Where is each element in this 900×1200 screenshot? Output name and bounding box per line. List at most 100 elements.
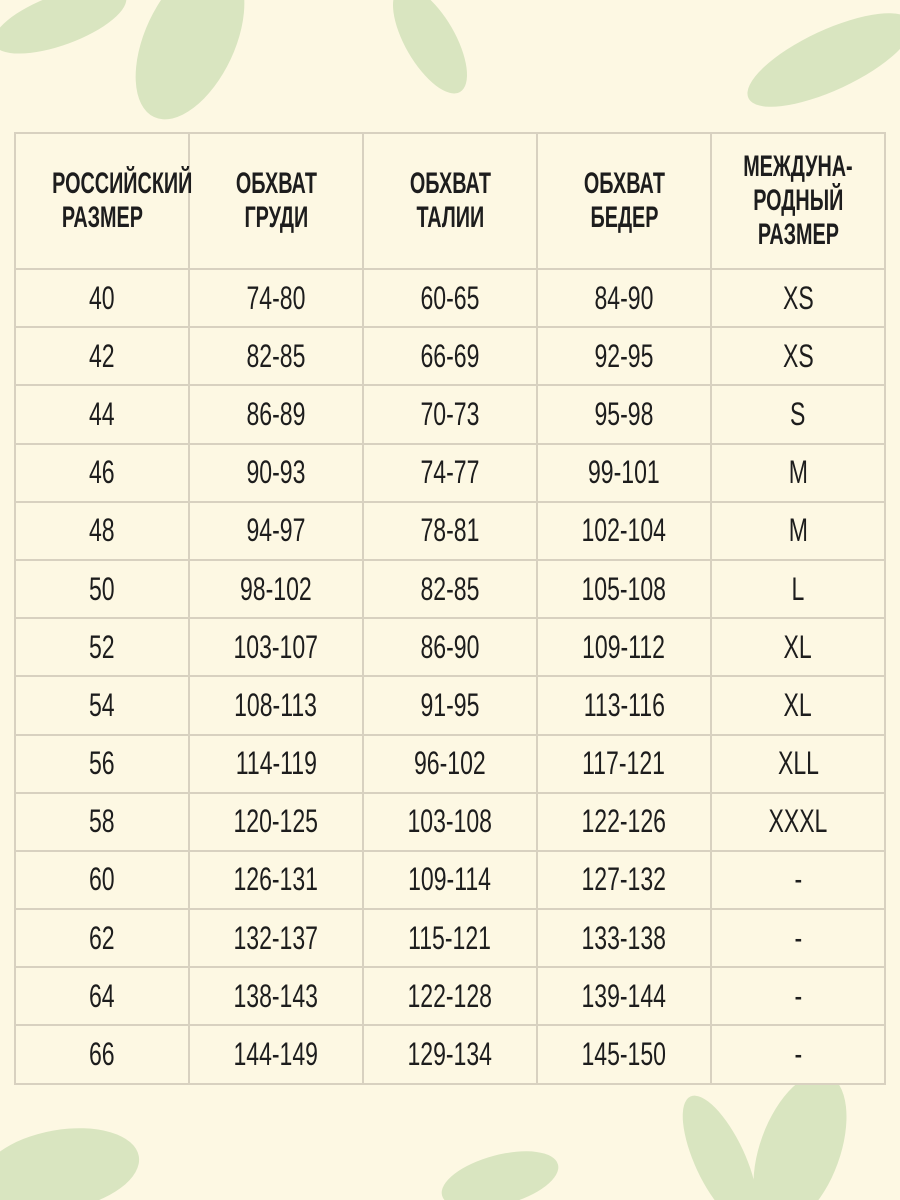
table-row: 56 114-119 96-102 117-121 XLL	[14, 733, 886, 794]
table-cell: XLL	[710, 733, 886, 794]
table-cell: 120-125	[188, 791, 364, 852]
cell-text: XLL	[777, 745, 819, 782]
cell-text: 91-95	[420, 686, 480, 723]
table-cell: 42	[14, 326, 190, 387]
header-row: РОССИЙСКИЙ РАЗМЕР ОБХВАТ ГРУДИ ОБХВАТ ТАЛИИ ОБ…	[14, 132, 886, 270]
cell-text: 82-85	[420, 570, 480, 607]
table-row: 44 86-89 70-73 95-98 S	[14, 384, 886, 445]
cell-text: 109-112	[582, 628, 666, 665]
cell-text: 60-65	[420, 279, 480, 316]
table-cell: 117-121	[536, 733, 712, 794]
table-cell: 109-114	[362, 849, 538, 911]
table-row: 50 98-102 82-85 105-108 L	[14, 558, 886, 620]
table-cell: 84-90	[536, 267, 712, 329]
table-cell: 54	[14, 675, 190, 736]
table-cell: 127-132	[536, 849, 712, 911]
table-row: 46 90-93 74-77 99-101 M	[14, 442, 886, 503]
table-cell: 82-85	[188, 326, 364, 387]
header-cell: ОБХВАТ ГРУДИ	[188, 132, 364, 270]
header-cell: ОБХВАТ ТАЛИИ	[362, 132, 538, 270]
table-cell: 98-102	[188, 558, 364, 620]
table-row: 60 126-131 109-114 127-132 -	[14, 849, 886, 911]
cell-text: 74-77	[420, 454, 480, 491]
table-cell: 56	[14, 733, 190, 794]
cell-text: 99-101	[588, 454, 660, 491]
cell-text: 60	[89, 861, 115, 898]
table-cell: 82-85	[362, 558, 538, 620]
cell-text: 108-113	[234, 686, 318, 723]
cell-text: 115-121	[408, 919, 492, 956]
cell-text: 122-128	[407, 977, 493, 1014]
cell-text: 82-85	[246, 337, 306, 374]
table-cell: 70-73	[362, 384, 538, 445]
table-cell: 60	[14, 849, 190, 911]
cell-text: 127-132	[581, 861, 667, 898]
header-cell: ОБХВАТ БЕДЕР	[536, 132, 712, 270]
table-cell: L	[710, 558, 886, 620]
table-cell: XS	[710, 267, 886, 329]
table-cell: 113-116	[536, 675, 712, 736]
cell-text: 62	[89, 919, 115, 956]
table-cell: 95-98	[536, 384, 712, 445]
table-cell: 132-137	[188, 908, 364, 969]
table-row: 58 120-125 103-108 122-126 XXXL	[14, 791, 886, 852]
table-cell: 122-128	[362, 966, 538, 1027]
table-cell: 66	[14, 1024, 190, 1085]
table-row: 66 144-149 129-134 145-150 -	[14, 1024, 886, 1085]
cell-text: 56	[89, 745, 115, 782]
table-row: 54 108-113 91-95 113-116 XL	[14, 675, 886, 736]
header-text: ГРУДИ	[244, 201, 308, 234]
cell-text: XS	[782, 279, 814, 316]
cell-text: S	[790, 395, 806, 432]
table-cell: 94-97	[188, 500, 364, 561]
table-cell: -	[710, 1024, 886, 1085]
cell-text: 40	[89, 279, 115, 316]
table-cell: 86-89	[188, 384, 364, 445]
cell-text: 98-102	[240, 570, 312, 607]
cell-text: 86-89	[246, 395, 306, 432]
table-row: 42 82-85 66-69 92-95 XS	[14, 326, 886, 387]
table-cell: 122-126	[536, 791, 712, 852]
cell-text: 54	[89, 686, 115, 723]
table-cell: 78-81	[362, 500, 538, 561]
cell-text: 139-144	[581, 977, 667, 1014]
header-text: РОДНЫЙ	[752, 184, 844, 217]
table-cell: 62	[14, 908, 190, 969]
table-row: 40 74-80 60-65 84-90 XS	[14, 267, 886, 329]
cell-text: 122-126	[581, 803, 667, 840]
cell-text: 109-114	[408, 861, 492, 898]
cell-text: 120-125	[233, 803, 319, 840]
table-cell: 92-95	[536, 326, 712, 387]
cell-text: 113-116	[583, 686, 665, 723]
table-row: 52 103-107 86-90 109-112 XL	[14, 617, 886, 678]
table-cell: S	[710, 384, 886, 445]
table-cell: 44	[14, 384, 190, 445]
cell-text: 133-138	[581, 919, 667, 956]
cell-text: 84-90	[594, 279, 654, 316]
table-cell: 105-108	[536, 558, 712, 620]
header-cell: МЕЖДУНА- РОДНЫЙ РАЗМЕР	[710, 132, 886, 270]
cell-text: 105-108	[581, 570, 667, 607]
table-cell: 133-138	[536, 908, 712, 969]
table-row: 64 138-143 122-128 139-144 -	[14, 966, 886, 1027]
header-text: ОБХВАТ	[235, 167, 317, 200]
table-cell: 48	[14, 500, 190, 561]
header-text: МЕЖДУНА-	[743, 150, 853, 183]
cell-text: 42	[89, 337, 115, 374]
cell-text: 74-80	[246, 279, 306, 316]
cell-text: XL	[783, 686, 813, 723]
table-cell: 115-121	[362, 908, 538, 969]
table-cell: -	[710, 908, 886, 969]
table-cell: 64	[14, 966, 190, 1027]
table-cell: 40	[14, 267, 190, 329]
table-cell: 52	[14, 617, 190, 678]
header-text: РОССИЙСКИЙ	[52, 167, 193, 200]
cell-text: -	[794, 977, 802, 1014]
cell-text: 44	[89, 395, 115, 432]
cell-text: 70-73	[420, 395, 480, 432]
cell-text: 95-98	[594, 395, 654, 432]
table-cell: 74-77	[362, 442, 538, 503]
cell-text: -	[794, 919, 802, 956]
cell-text: 138-143	[233, 977, 319, 1014]
